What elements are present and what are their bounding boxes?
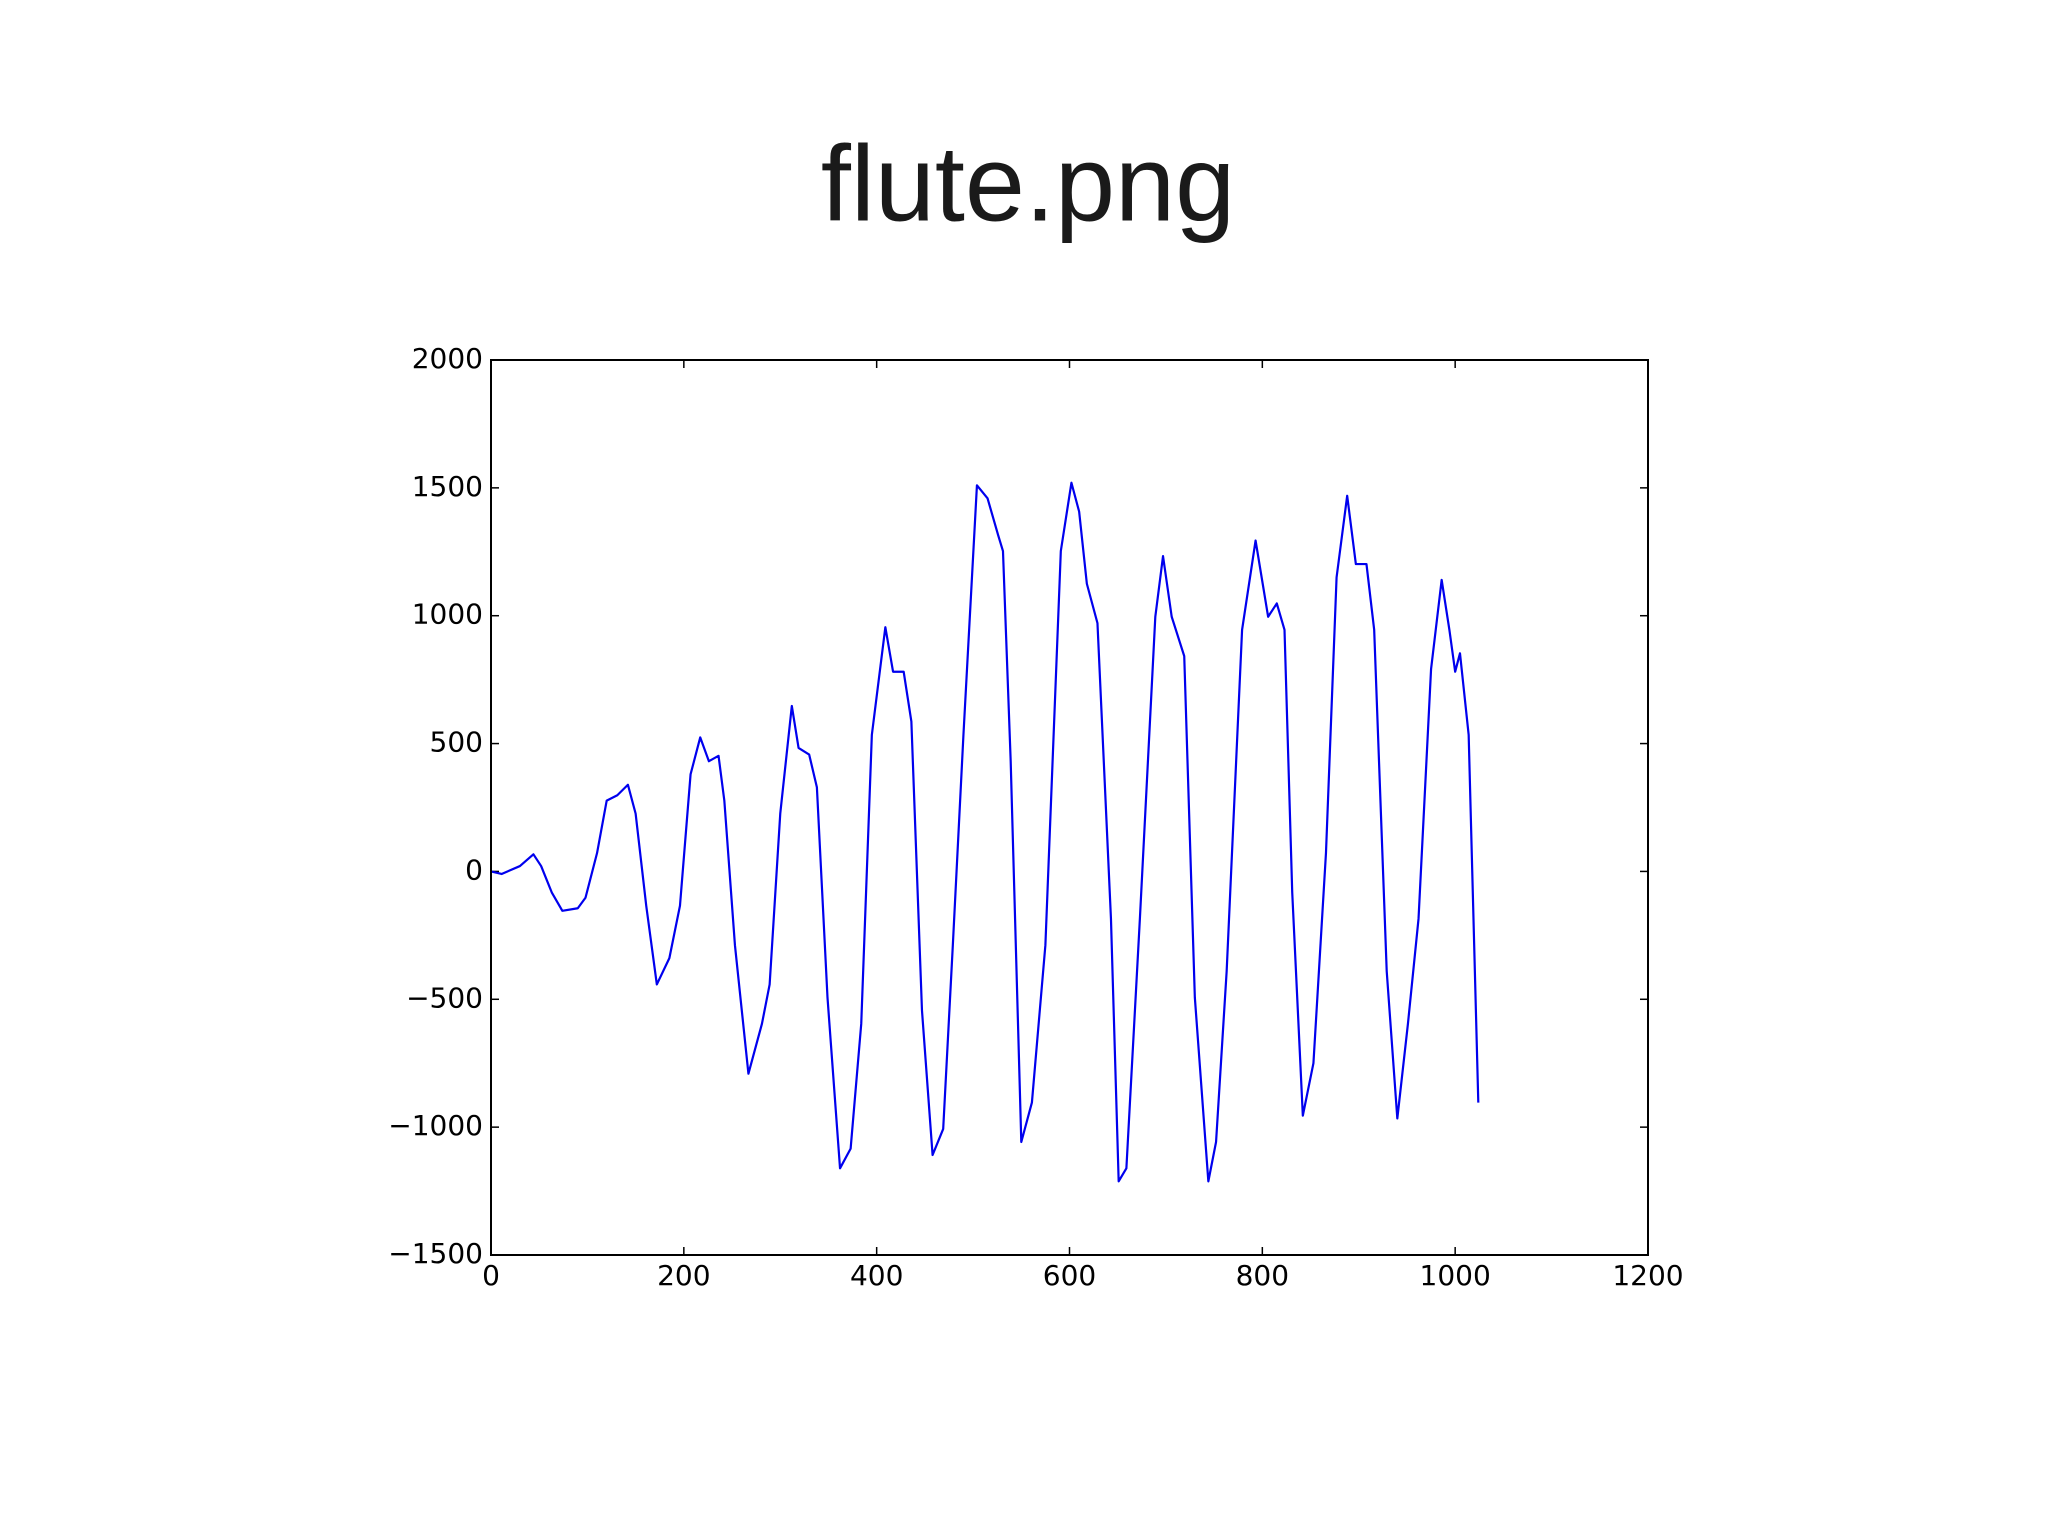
plot-frame	[490, 359, 1649, 1256]
chart-title: flute.png	[821, 123, 1235, 244]
x-tick-label: 600	[1043, 1259, 1096, 1292]
x-tick-label: 400	[850, 1259, 903, 1292]
y-tick-label: −500	[406, 981, 483, 1014]
data-line	[490, 481, 1480, 1183]
y-tick-label: 2000	[412, 342, 483, 375]
y-tick-label: −1500	[388, 1237, 483, 1270]
x-tick-label: 0	[482, 1259, 500, 1292]
y-tick-label: 500	[430, 726, 483, 759]
x-tick-label: 200	[657, 1259, 710, 1292]
y-tick-label: −1000	[388, 1109, 483, 1142]
y-tick-label: 0	[465, 853, 483, 886]
x-tick-label: 1200	[1612, 1259, 1683, 1292]
y-tick-label: 1500	[412, 470, 483, 503]
x-tick-label: 800	[1236, 1259, 1289, 1292]
y-tick-label: 1000	[412, 598, 483, 631]
x-tick-label: 1000	[1420, 1259, 1491, 1292]
